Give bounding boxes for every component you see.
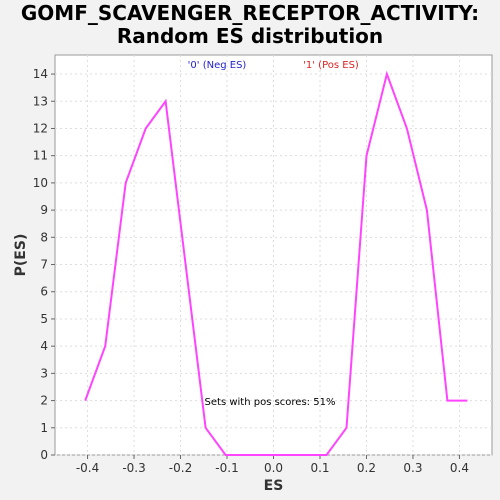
x-tick-label: -0.1 [215, 461, 238, 475]
y-tick-label: 7 [40, 258, 48, 272]
legend-neg-es: '0' (Neg ES) [188, 60, 247, 71]
y-tick-label: 10 [33, 176, 48, 190]
y-tick-label: 11 [33, 149, 48, 163]
y-axis-label: P(ES) [13, 234, 29, 277]
y-tick-label: 4 [40, 339, 48, 353]
grid-lines [55, 55, 492, 456]
series-layer [84, 70, 468, 456]
y-tick-label: 13 [33, 94, 48, 108]
x-axis-label: ES [264, 478, 284, 494]
x-tick-label: 0.1 [310, 461, 329, 475]
y-tick-label: 6 [40, 285, 48, 299]
y-tick-label: 1 [40, 421, 48, 435]
x-tick-label: 0.3 [403, 461, 422, 475]
x-tick-label: 0.2 [357, 461, 376, 475]
y-tick-label: 5 [40, 312, 48, 326]
chart-title-line-2: Random ES distribution [116, 24, 384, 48]
y-tick-label: 2 [40, 394, 48, 408]
es-distribution-line [84, 70, 468, 456]
y-tick-label: 0 [40, 448, 48, 462]
legend-pos-es: '1' (Pos ES) [303, 60, 359, 71]
y-tick-label: 8 [40, 230, 48, 244]
y-tick-label: 12 [33, 121, 48, 135]
pos-scores-annotation: Sets with pos scores: 51% [205, 397, 336, 408]
y-tick-label: 14 [33, 67, 48, 81]
chart-title-line-1: GOMF_SCAVENGER_RECEPTOR_ACTIVITY: [20, 1, 480, 25]
x-tick-label: 0.4 [450, 461, 469, 475]
x-tick-label: 0.0 [264, 461, 283, 475]
x-tick-label: -0.3 [122, 461, 145, 475]
x-tick-label: -0.4 [76, 461, 99, 475]
y-tick-label: 9 [40, 203, 48, 217]
y-tick-label: 3 [40, 366, 48, 380]
axes: -0.4 -0.3 -0.2 -0.1 0.0 0.1 0.2 0.3 0.4012345678… [33, 67, 469, 475]
x-tick-label: -0.2 [169, 461, 192, 475]
